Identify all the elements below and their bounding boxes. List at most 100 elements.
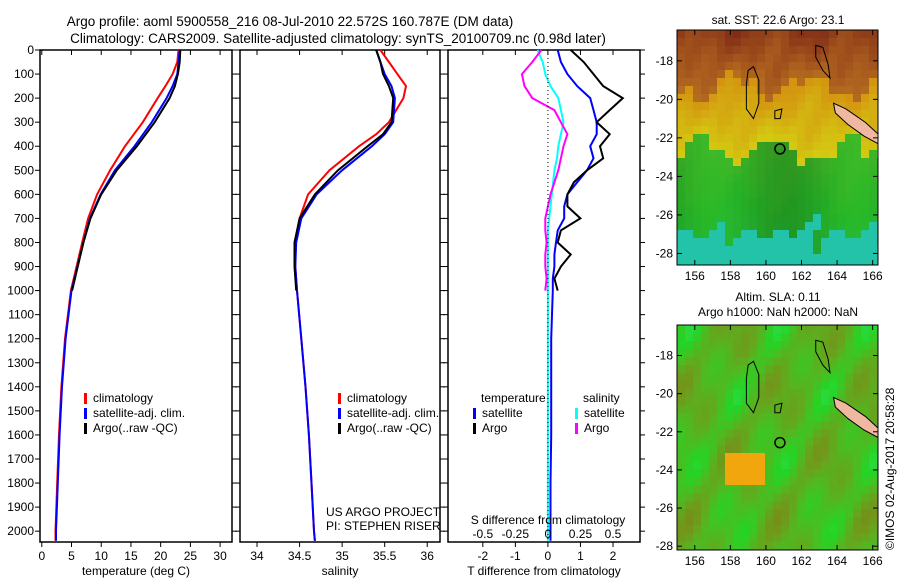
map-cell	[813, 150, 821, 158]
map-cell	[789, 341, 797, 349]
map-cell	[797, 94, 805, 102]
map-cell	[829, 238, 837, 246]
map-cell	[853, 134, 861, 142]
map-cell	[813, 381, 821, 389]
map-cell	[685, 493, 693, 501]
map-cell	[717, 246, 725, 254]
map-cell	[837, 349, 845, 357]
map-cell	[749, 30, 757, 38]
map-cell	[749, 158, 757, 166]
map-cell	[813, 214, 821, 222]
map-cell	[781, 429, 789, 437]
lat-tick-label: -22	[656, 425, 674, 439]
x-tick-label: 15	[124, 549, 138, 563]
map-cell	[725, 501, 733, 509]
legend-swatch	[84, 423, 87, 434]
map-cell	[717, 325, 725, 333]
map-cell	[821, 158, 829, 166]
map-cell	[781, 198, 789, 206]
map-cell	[821, 469, 829, 477]
legend-swatch	[338, 393, 341, 404]
map-cell	[837, 501, 845, 509]
map-cell	[765, 70, 773, 78]
map-cell	[821, 246, 829, 254]
x-tick-label: 1	[577, 549, 584, 563]
map-cell	[797, 118, 805, 126]
map-cell	[853, 38, 861, 46]
map-cell	[733, 102, 741, 110]
map-cell	[693, 174, 701, 182]
map-cell	[709, 94, 717, 102]
map-cell	[725, 102, 733, 110]
map-cell	[685, 262, 693, 265]
map-cell	[709, 477, 717, 485]
map-cell	[741, 62, 749, 70]
map-cell	[709, 413, 717, 421]
map-cell	[717, 198, 725, 206]
map-cell	[693, 397, 701, 405]
map-cell	[797, 142, 805, 150]
map-cell	[717, 517, 725, 525]
map-cell	[781, 158, 789, 166]
map-cell	[733, 381, 741, 389]
map-cell	[725, 421, 733, 429]
s-tick-label: 0	[545, 527, 552, 541]
map-cell	[741, 206, 749, 214]
map-cell	[749, 246, 757, 254]
map-cell	[757, 174, 765, 182]
map-cell	[717, 142, 725, 150]
map-cell	[709, 262, 717, 265]
map-cell	[781, 166, 789, 174]
map-cell	[701, 198, 709, 206]
map-cell	[725, 38, 733, 46]
map-cell	[709, 70, 717, 78]
map-cell	[869, 158, 877, 166]
map-cell	[709, 485, 717, 493]
map-cell	[749, 118, 757, 126]
map-cell	[757, 501, 765, 509]
map-cell	[845, 453, 853, 461]
map-cell	[781, 501, 789, 509]
map-cell	[861, 62, 869, 70]
map-cell	[773, 214, 781, 222]
map-cell	[693, 533, 701, 541]
map-cell	[693, 381, 701, 389]
map-cell	[813, 254, 821, 262]
map-cell	[757, 62, 765, 70]
map-cell	[861, 349, 869, 357]
map-cell	[725, 461, 733, 469]
map-cell	[861, 54, 869, 62]
map-cell	[749, 509, 757, 517]
map-cell	[709, 246, 717, 254]
map-cell	[829, 517, 837, 525]
x-tick-label: 35	[335, 549, 349, 563]
map-cell	[701, 190, 709, 198]
map-cell	[869, 190, 877, 198]
map-cell	[837, 62, 845, 70]
legend-title: temperature	[481, 391, 546, 405]
map-cell	[733, 118, 741, 126]
map-cell	[685, 78, 693, 86]
map-cell	[789, 70, 797, 78]
map-cell	[757, 126, 765, 134]
map-cell	[733, 533, 741, 541]
map-cell	[717, 158, 725, 166]
map-cell	[765, 230, 773, 238]
reef-outline	[774, 108, 783, 120]
map-cell	[845, 182, 853, 190]
map-cell	[709, 453, 717, 461]
map-cell	[861, 38, 869, 46]
map-cell	[741, 501, 749, 509]
map-title: Altim. SLA: 0.11	[735, 290, 820, 304]
map-cell	[709, 349, 717, 357]
legend-label: climatology	[93, 391, 153, 405]
map-cell	[741, 381, 749, 389]
map-cell	[829, 46, 837, 54]
map-cell	[733, 46, 741, 54]
legend-swatch	[575, 423, 578, 434]
map-cell	[725, 405, 733, 413]
map-cell	[725, 365, 733, 373]
map-cell	[741, 541, 749, 549]
map-cell	[797, 357, 805, 365]
map-cell	[781, 190, 789, 198]
